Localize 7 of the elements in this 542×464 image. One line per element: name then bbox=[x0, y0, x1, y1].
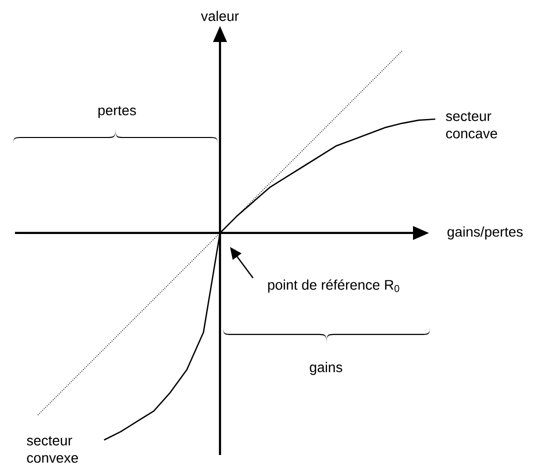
annotation: point de référence R$_{0}$ bbox=[268, 279, 400, 293]
annotation: secteur convexe bbox=[26, 436, 78, 463]
text: secteur concave bbox=[446, 112, 498, 138]
y-axis-title: valeur bbox=[200, 10, 239, 22]
annotation: pertes bbox=[98, 106, 136, 118]
annotation: gains bbox=[310, 362, 342, 375]
x-axis-title: gains/pertes bbox=[448, 226, 523, 240]
